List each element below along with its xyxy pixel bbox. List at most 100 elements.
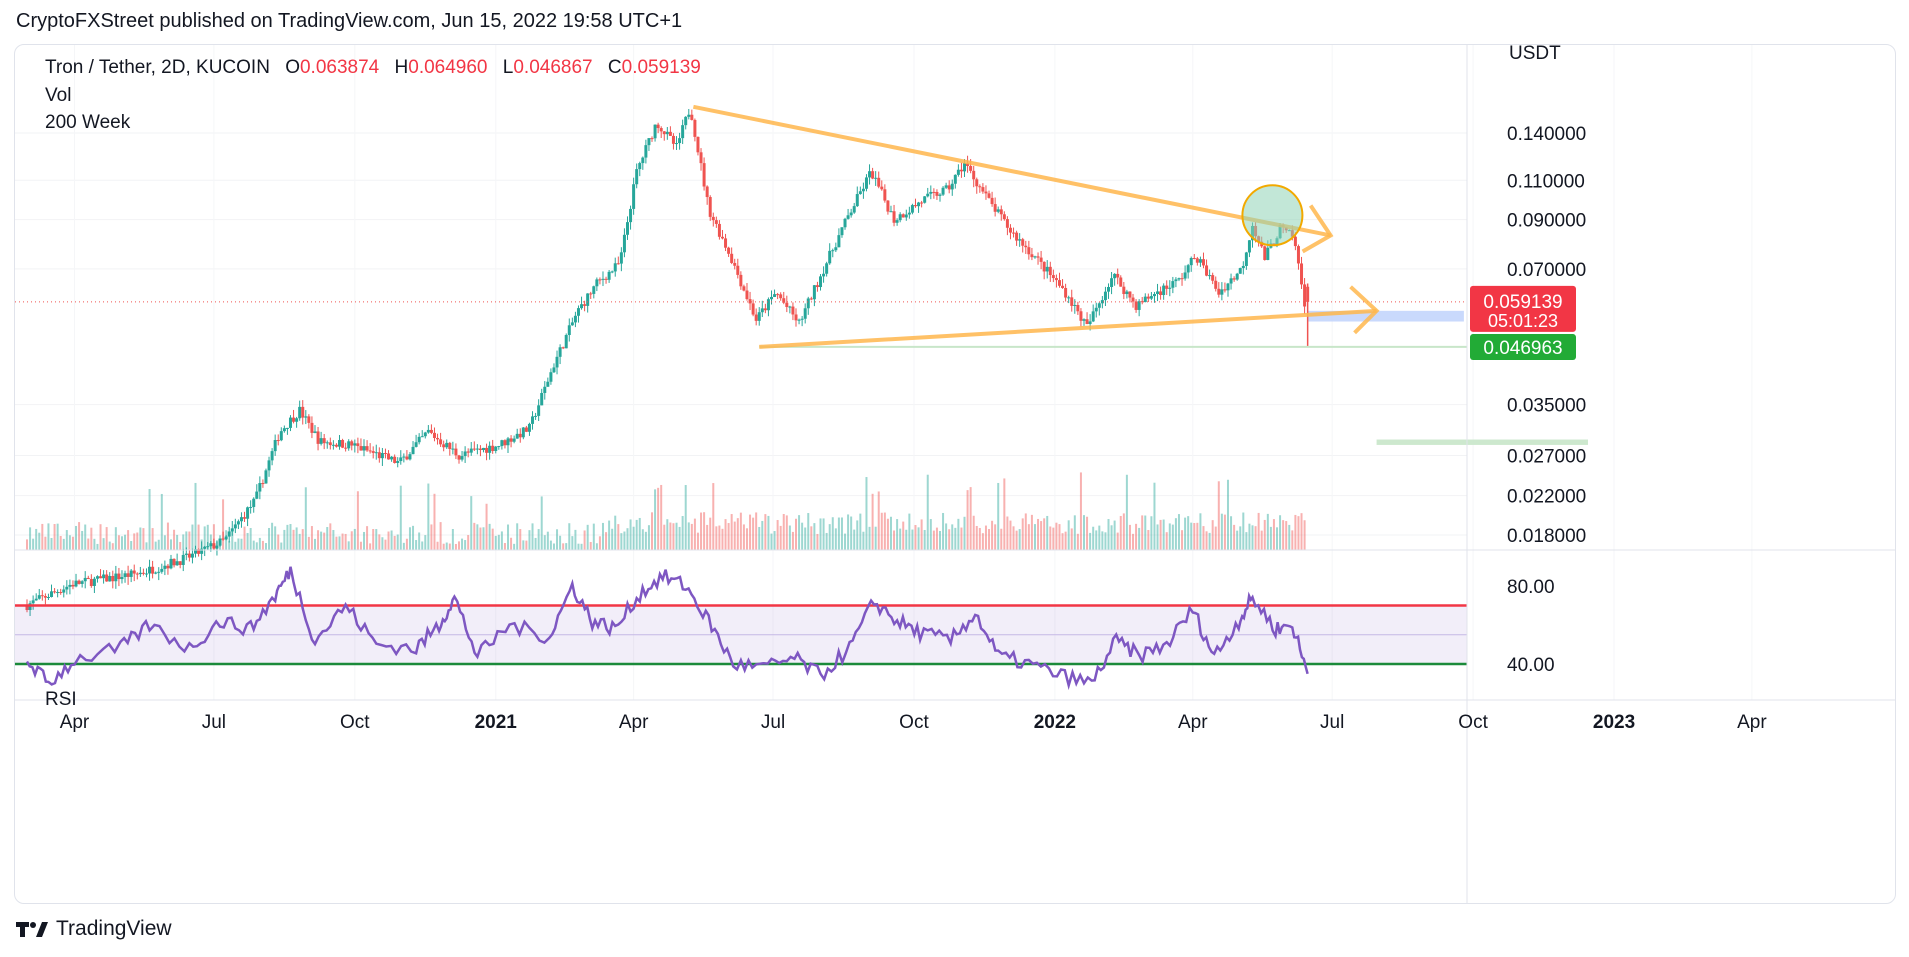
volume-bar: [38, 532, 41, 550]
tradingview-logo-icon: [16, 922, 48, 937]
candle-body: [141, 572, 145, 574]
candle-body: [285, 427, 289, 429]
volume-bar: [556, 529, 559, 550]
candle-body: [874, 177, 878, 179]
candle-body: [1122, 286, 1126, 295]
volume-bar: [105, 527, 108, 550]
volume-bar: [1061, 533, 1064, 550]
volume-bar: [761, 520, 764, 550]
volume-bar: [537, 529, 540, 550]
candle-body: [1045, 266, 1049, 272]
candle-body: [341, 440, 345, 448]
candle-body: [534, 415, 538, 417]
y-tick-label: 0.090000: [1507, 211, 1586, 232]
candle-body: [371, 451, 375, 453]
candle-body: [791, 306, 795, 315]
candle-body: [89, 578, 93, 586]
candle-body: [478, 448, 482, 451]
volume-bar: [791, 531, 794, 550]
volume-bar: [182, 534, 185, 550]
legend-symbol-row: Tron / Tether, 2D, KUCOIN O0.063874 H0.0…: [45, 57, 701, 79]
x-tick-label: 2023: [1593, 712, 1635, 733]
volume-bar: [1168, 523, 1171, 550]
volume-bar: [583, 530, 586, 550]
volume-bar: [1260, 530, 1263, 550]
candle-body: [1232, 278, 1236, 280]
candle-body: [638, 163, 642, 170]
support-price-label: 0.046963: [1483, 338, 1562, 359]
candle-body: [1189, 258, 1193, 266]
volume-bar: [623, 531, 626, 550]
volume-bar: [491, 528, 494, 550]
volume-bar: [1181, 530, 1184, 550]
candle-body: [506, 438, 510, 446]
candle-body: [1220, 289, 1224, 295]
volume-bar: [335, 536, 338, 550]
candle-body: [880, 186, 884, 190]
volume-bar: [117, 535, 120, 550]
volume-bar: [87, 538, 90, 550]
volume-bar: [1086, 516, 1089, 550]
volume-bar: [222, 499, 225, 550]
volume-bar: [1027, 524, 1030, 550]
volume-bar: [1015, 530, 1018, 550]
candle-body: [806, 298, 810, 309]
candle-body: [331, 444, 335, 446]
legend-close: 0.059139: [621, 57, 701, 78]
candle-body: [754, 314, 758, 321]
candle-body: [828, 250, 832, 264]
volume-bar: [1018, 529, 1021, 550]
volume-bar: [344, 533, 347, 550]
candle-body: [239, 517, 243, 522]
y-tick-label: 0.070000: [1507, 260, 1586, 281]
volume-bar: [988, 529, 991, 550]
volume-bar: [889, 516, 892, 550]
volume-bar: [35, 528, 38, 550]
candle-body: [77, 580, 81, 584]
footer-brand[interactable]: TradingView: [16, 917, 172, 941]
candle-body: [273, 440, 277, 452]
candle-body: [338, 440, 342, 447]
candle-body: [604, 278, 608, 280]
chart-pane[interactable]: 0.059139 05:01:23 0.046963 80.00 40.00 0.14…: [14, 44, 1896, 904]
volume-bar: [1162, 519, 1165, 550]
volume-bar: [807, 513, 810, 550]
volume-bar: [568, 523, 571, 550]
volume-bar: [1006, 516, 1009, 550]
candle-body: [598, 279, 602, 281]
candle-body: [390, 456, 394, 460]
volume-bar: [1190, 522, 1193, 550]
candle-body: [819, 276, 823, 288]
candle-body: [1051, 275, 1055, 279]
candle-body: [892, 211, 896, 223]
volume-bar: [323, 532, 326, 550]
candle-body: [840, 227, 844, 236]
candle-body: [166, 565, 170, 569]
volume-bar: [507, 524, 510, 550]
volume-bar: [718, 525, 721, 550]
y-tick-label: 0.140000: [1507, 124, 1586, 145]
volume-bar: [169, 539, 172, 550]
volume-bar: [148, 489, 151, 550]
volume-bar: [755, 512, 758, 550]
volume-bar: [203, 526, 206, 550]
volume-bar: [522, 540, 525, 550]
candle-body: [855, 194, 859, 207]
candle-body: [298, 406, 302, 419]
volume-bar: [626, 528, 629, 550]
candle-body: [555, 356, 559, 368]
volume-bar: [130, 541, 133, 550]
candle-body: [1079, 311, 1083, 321]
candle-body: [1005, 219, 1009, 228]
volume-bar: [418, 532, 421, 550]
x-tick-label: Apr: [619, 712, 649, 733]
volume-bar: [981, 533, 984, 550]
candle-body: [34, 598, 38, 601]
volume-bar: [120, 536, 123, 550]
volume-bar: [620, 533, 623, 550]
candle-body: [43, 596, 47, 598]
volume-bar: [228, 541, 231, 550]
volume-bar: [317, 530, 320, 550]
volume-bar: [779, 525, 782, 550]
